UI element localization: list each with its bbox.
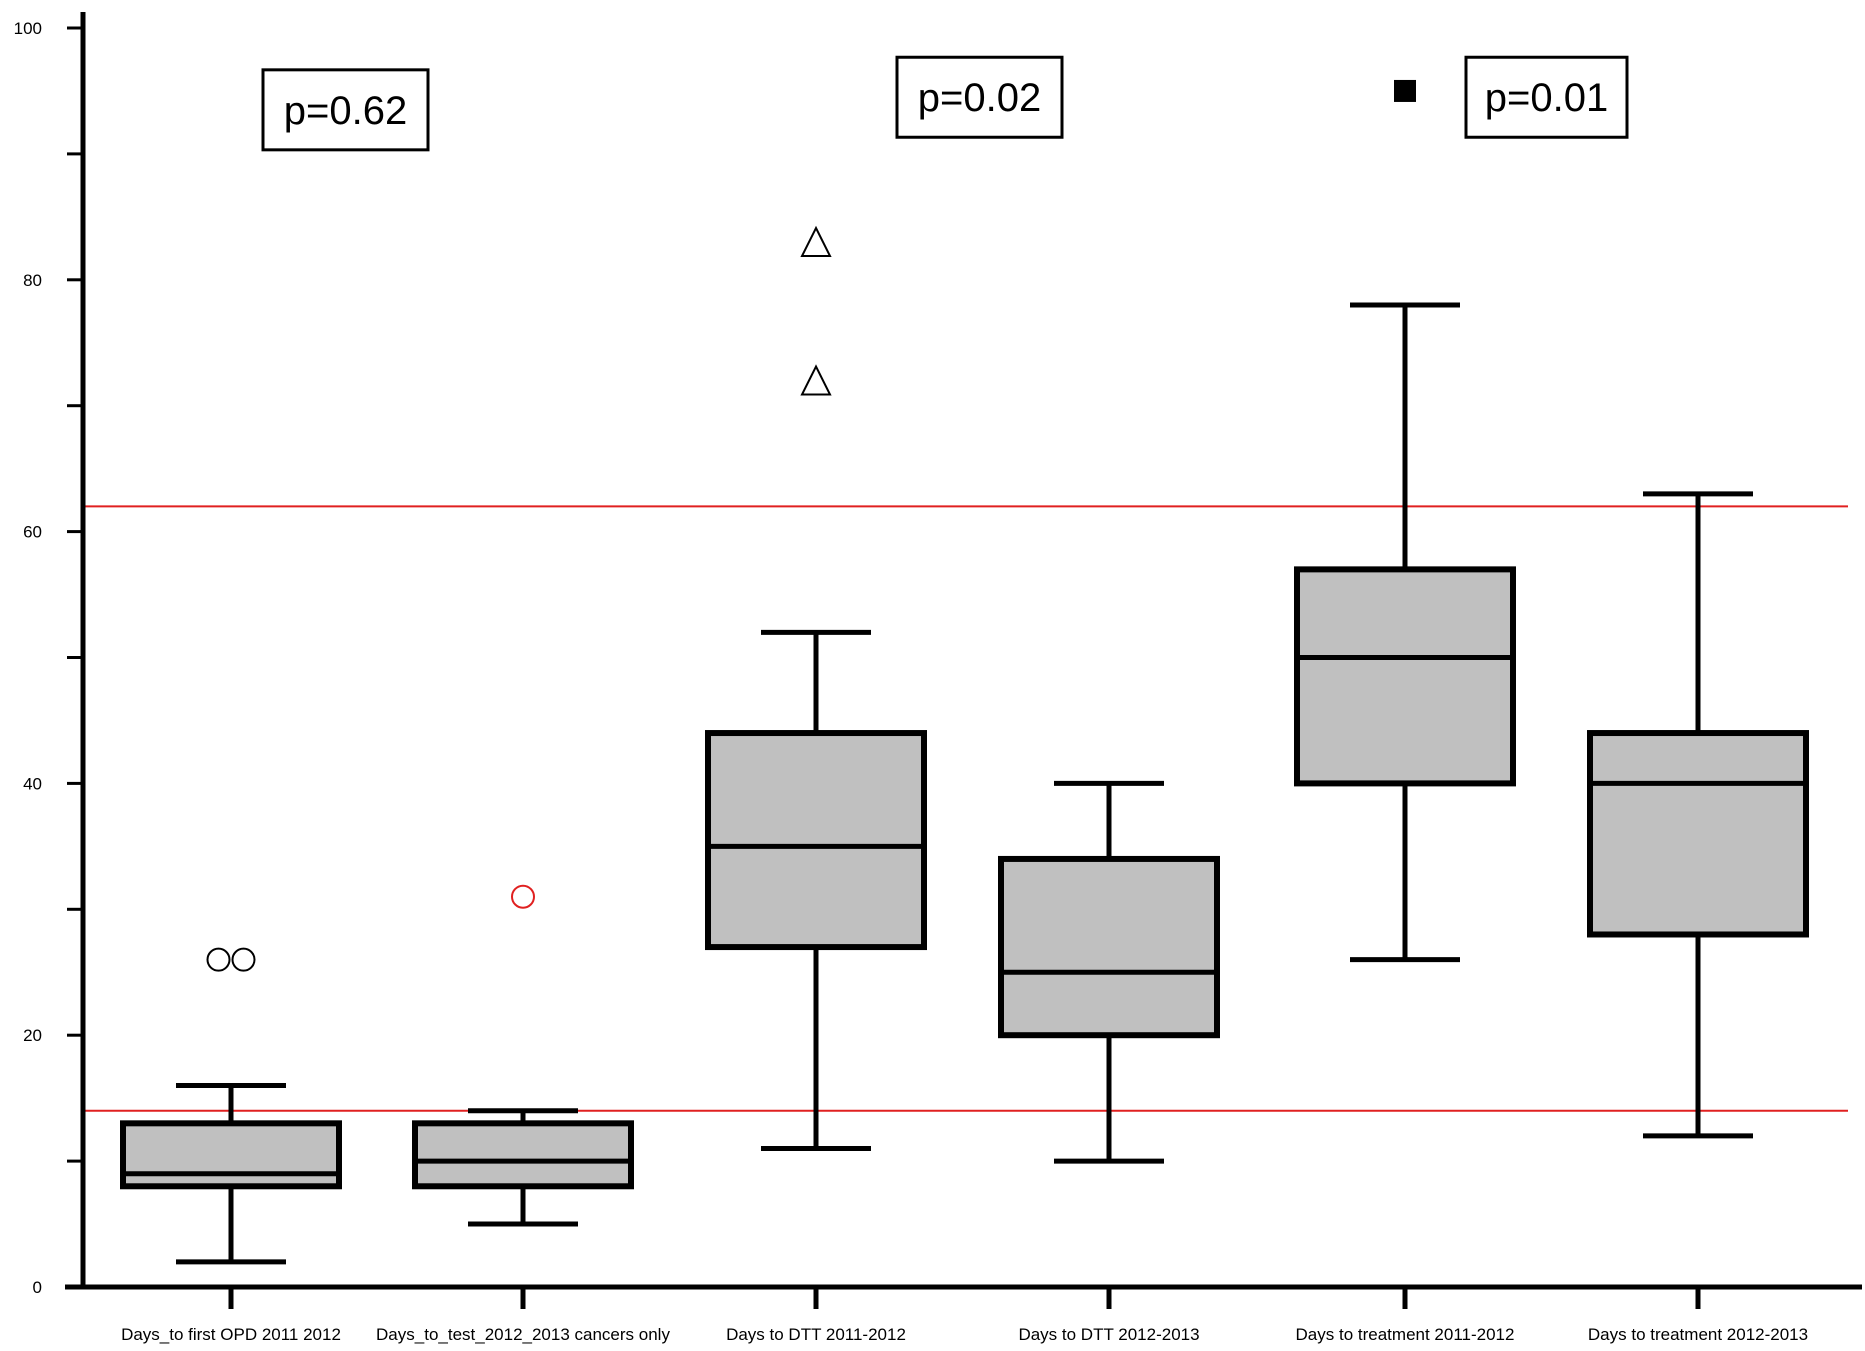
box-iqr <box>412 1120 634 1190</box>
p-value-label: p=0.62 <box>284 89 407 133</box>
p-value-label: p=0.02 <box>918 76 1041 120</box>
category-label: Days to treatment 2011-2012 <box>1296 1325 1515 1344</box>
y-tick-label: 40 <box>23 774 42 793</box>
box-iqr <box>120 1120 342 1190</box>
outlier-point <box>231 947 256 972</box>
box-iqr <box>1587 730 1809 938</box>
outlier-point <box>511 884 535 909</box>
p-value-box <box>895 55 1064 139</box>
y-tick-label: 0 <box>33 1278 42 1297</box>
y-tick-label: 60 <box>23 523 42 542</box>
category-label: Days_to_test_2012_2013 cancers only <box>376 1325 670 1344</box>
y-tick-label: 80 <box>23 271 42 290</box>
outlier-point <box>800 225 832 258</box>
y-tick-label: 100 <box>14 19 42 38</box>
y-tick-label: 20 <box>23 1026 42 1045</box>
outlier-point <box>206 947 231 972</box>
category-label: Days to DTT 2012-2013 <box>1018 1325 1199 1344</box>
category-label: Days_to first OPD 2011 2012 <box>121 1325 341 1344</box>
category-label: Days to DTT 2011-2012 <box>726 1325 906 1344</box>
category-label: Days to treatment 2012-2013 <box>1588 1325 1808 1344</box>
box-iqr <box>705 730 927 951</box>
box-iqr <box>998 855 1220 1039</box>
outlier-point <box>1394 79 1416 102</box>
box-iqr <box>1294 566 1516 787</box>
p-value-box <box>1464 55 1629 139</box>
outlier-point <box>800 364 832 396</box>
p-value-box <box>261 68 430 152</box>
p-value-label: p=0.01 <box>1485 76 1608 120</box>
